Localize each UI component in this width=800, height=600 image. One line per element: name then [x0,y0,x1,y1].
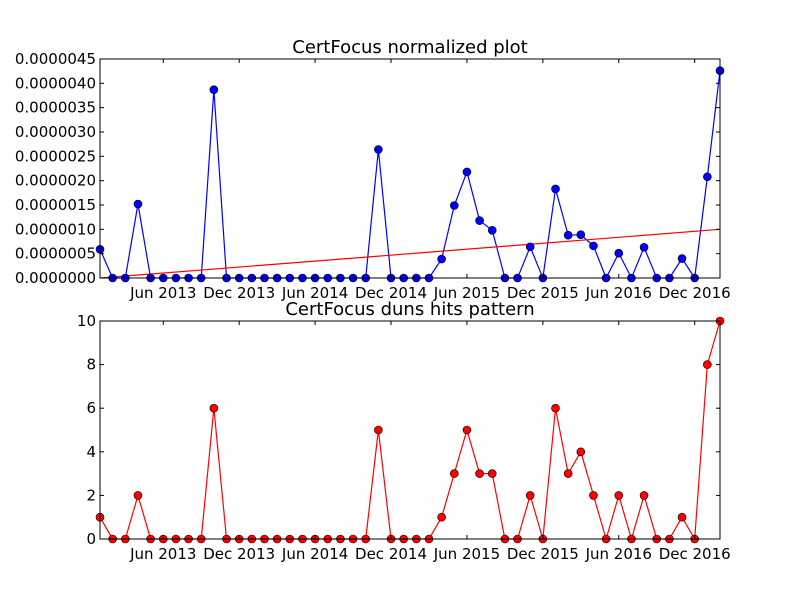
duns-x-tick-label: Jun 2014 [281,545,348,563]
normalized-y-tick-label: 0.0000040 [15,74,96,92]
normalized-data-point [487,226,497,235]
normalized-y-tick-label: 0.0000045 [15,50,96,68]
normalized-x-tick-label: Dec 2016 [659,284,731,302]
normalized-data-point [133,199,143,209]
duns-data-point [589,491,598,500]
normalized-data-point [475,216,484,225]
duns-data-point [563,469,573,478]
normalized-y-tick-label: 0.0000030 [15,123,96,141]
duns-data-point [614,491,624,500]
duns-hits-panel: CertFocus duns hits pattern 0 2 4 6 8 10 Jun 2… [77,299,731,563]
normalized-x-tick-label: Jun 2013 [129,284,196,302]
duns-x-tick-label: Jun 2015 [433,545,500,563]
normalized-data-point [449,201,459,210]
duns-y-tick-label: 2 [86,486,96,504]
normalized-data-point [374,145,383,154]
normalized-data-point [209,85,219,94]
duns-data-point [487,469,497,478]
normalized-x-tick-label: Jun 2016 [585,284,652,302]
duns-data-point [576,447,586,457]
duns-y-tick-label: 8 [86,356,96,374]
normalized-data-point [576,230,586,239]
normalized-series-1-line [99,228,721,279]
normalized-plot-title: CertFocus normalized plot [292,37,527,58]
normalized-plot-frame [99,58,721,279]
duns-data-point [525,491,535,500]
duns-y-tick-label: 0 [86,530,96,548]
normalized-data-point [462,167,472,177]
duns-x-tick-label: Dec 2016 [659,545,731,563]
normalized-y-tick-label: 0.0000015 [15,196,96,214]
normalized-data-point [563,230,573,240]
duns-y-tick-label: 4 [86,443,96,461]
duns-data-point [677,512,687,522]
normalized-plot-panel: CertFocus normalized plot 0.0000000 0.000… [15,37,731,302]
duns-data-point [639,491,649,500]
normalized-data-point [677,254,687,263]
normalized-x-tick-label: Dec 2013 [203,284,275,302]
duns-hits-frame [99,320,721,540]
normalized-data-point [525,242,535,252]
normalized-y-tick-label: 0.0000020 [15,172,96,190]
normalized-data-point [551,184,560,194]
normalized-y-tick-label: 0.0000000 [15,269,96,287]
duns-data-point [703,360,712,369]
duns-y-tick-label: 10 [77,312,96,330]
normalized-data-point [703,172,712,182]
duns-x-tick-label: Jun 2016 [585,545,652,563]
duns-y-tick-label: 6 [86,399,96,417]
normalized-data-point [437,254,446,264]
duns-data-point [437,512,446,522]
duns-data-point [133,491,143,500]
duns-x-tick-label: Jun 2013 [129,545,196,563]
duns-data-point [374,425,383,435]
normalized-y-tick-label: 0.0000025 [15,147,96,165]
normalized-data-point [614,248,624,258]
duns-x-tick-label: Dec 2015 [507,545,579,563]
normalized-y-tick-label: 0.0000035 [15,99,96,117]
normalized-x-tick-label: Jun 2015 [433,284,500,302]
normalized-data-point [589,241,598,251]
duns-hits-title: CertFocus duns hits pattern [285,299,534,320]
normalized-x-tick-label: Dec 2015 [507,284,579,302]
normalized-x-tick-label: Jun 2014 [281,284,348,302]
normalized-y-tick-label: 0.0000005 [15,245,96,263]
normalized-y-tick-label: 0.0000010 [15,220,96,238]
duns-data-point [449,469,459,478]
duns-x-tick-label: Dec 2013 [203,545,275,563]
normalized-x-tick-label: Dec 2014 [355,284,427,302]
duns-data-point [209,403,219,413]
duns-x-tick-label: Dec 2014 [355,545,427,563]
duns-data-point [551,403,560,413]
duns-data-point [462,425,472,435]
normalized-data-point [639,243,649,252]
duns-data-point [475,469,484,478]
